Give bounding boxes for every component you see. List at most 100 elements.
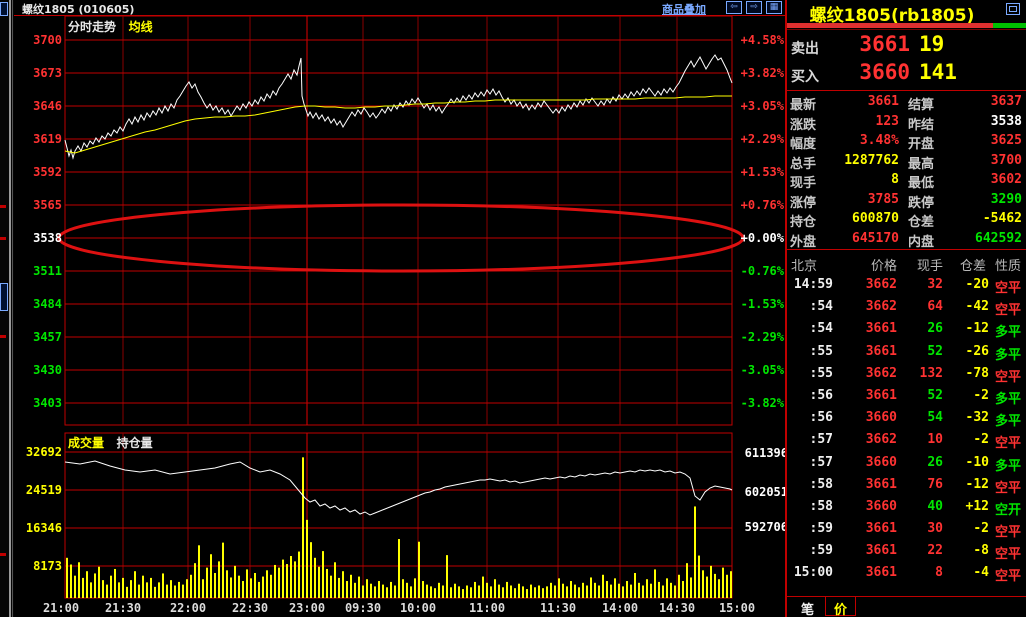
tick-row[interactable]: 15:00 3661 8 -4 空平 bbox=[787, 563, 1026, 585]
tick-row[interactable]: :55 3662 132 -78 空平 bbox=[787, 364, 1026, 386]
volume-bar bbox=[90, 582, 92, 598]
stat-label: 涨跌 bbox=[790, 117, 817, 133]
stat-label: 外盘 bbox=[790, 234, 817, 250]
volume-bar bbox=[258, 581, 260, 598]
volume-bar bbox=[686, 563, 688, 598]
tick-table-header: 北京 价格 现手 仓差 性质 bbox=[787, 253, 1026, 274]
tick-row[interactable]: :56 3660 54 -32 多平 bbox=[787, 408, 1026, 430]
volume-bar bbox=[194, 563, 196, 598]
tab-price[interactable]: 价 bbox=[825, 597, 857, 617]
volume-bar bbox=[122, 577, 124, 598]
tick-row[interactable]: :55 3661 52 -26 多平 bbox=[787, 342, 1026, 364]
tick-time: :55 bbox=[809, 365, 833, 381]
volume-bar bbox=[250, 578, 252, 598]
volume-bar bbox=[526, 589, 528, 598]
stat-label: 开盘 bbox=[908, 137, 935, 152]
stat-value: 3700 bbox=[990, 152, 1022, 168]
tick-price: 3662 bbox=[865, 432, 897, 448]
tick-row[interactable]: :59 3661 22 -8 空平 bbox=[787, 541, 1026, 563]
tick-row[interactable]: :56 3661 52 -2 多平 bbox=[787, 386, 1026, 408]
volume-bar bbox=[214, 572, 216, 598]
tick-row[interactable]: :54 3661 26 -12 多平 bbox=[787, 319, 1026, 341]
volume-bar bbox=[730, 571, 732, 598]
tick-row[interactable]: :58 3660 40 +12 空开 bbox=[787, 497, 1026, 519]
volume-bar bbox=[518, 583, 520, 598]
tick-time: :57 bbox=[809, 432, 833, 448]
tick-row[interactable]: 14:59 3662 32 -20 空平 bbox=[787, 275, 1026, 297]
next-arrow-icon[interactable]: ⇨ bbox=[746, 1, 762, 14]
volume-bar bbox=[654, 569, 656, 598]
tick-nature: 空平 bbox=[995, 281, 1022, 296]
volume-bar bbox=[614, 578, 616, 598]
volume-bar bbox=[302, 457, 304, 598]
volume-bar bbox=[466, 585, 468, 598]
volume-bar bbox=[470, 587, 472, 598]
volume-bar bbox=[266, 570, 268, 598]
col-price: 价格 bbox=[871, 259, 898, 274]
stat-value: 3785 bbox=[867, 191, 899, 207]
tick-nature: 空平 bbox=[995, 303, 1022, 319]
volume-bar bbox=[314, 557, 316, 598]
tick-volume: 52 bbox=[927, 343, 943, 359]
volume-bar bbox=[602, 574, 604, 598]
price-axis-label: 3619 bbox=[33, 132, 62, 146]
volume-bar bbox=[222, 542, 224, 598]
time-axis-label: 09:30 bbox=[344, 601, 382, 615]
volume-bar bbox=[86, 571, 88, 598]
volume-bar bbox=[558, 578, 560, 598]
bid-price: 3660 bbox=[859, 60, 910, 84]
stat-label: 幅度 bbox=[790, 137, 817, 152]
tick-row[interactable]: :57 3660 26 -10 多平 bbox=[787, 453, 1026, 475]
tick-row[interactable]: :58 3661 76 -12 空平 bbox=[787, 475, 1026, 497]
price-axis-label: 3484 bbox=[33, 297, 62, 311]
maximize-icon[interactable] bbox=[1006, 3, 1020, 15]
volume-bar bbox=[182, 584, 184, 598]
tick-oi-change: -42 bbox=[965, 299, 989, 315]
time-axis-label: 11:30 bbox=[539, 601, 577, 615]
volume-chart[interactable] bbox=[14, 426, 785, 600]
volume-bar bbox=[130, 580, 132, 598]
stat-value: 645170 bbox=[852, 230, 899, 246]
tick-row[interactable]: :57 3662 10 -2 空平 bbox=[787, 430, 1026, 452]
col-nature: 性质 bbox=[995, 259, 1022, 274]
volume-bar bbox=[722, 567, 724, 598]
ask-row: 卖出 3661 19 bbox=[787, 32, 1026, 60]
tick-time: 14:59 bbox=[793, 277, 833, 292]
tick-table[interactable]: 14:59 3662 32 -20 空平:54 3662 64 -42 空平:54 3661 26 -… bbox=[787, 275, 1026, 586]
tick-nature: 多平 bbox=[995, 347, 1022, 363]
volume-bar bbox=[462, 589, 464, 598]
tile-windows-icon[interactable]: ▦ bbox=[766, 1, 782, 14]
tick-volume: 32 bbox=[927, 277, 943, 292]
volume-bar bbox=[682, 581, 684, 598]
col-time: 北京 bbox=[791, 259, 818, 274]
prev-arrow-icon[interactable]: ⇦ bbox=[726, 1, 742, 14]
volume-bar bbox=[386, 587, 388, 598]
stat-value: 3661 bbox=[867, 94, 899, 109]
tick-price: 3660 bbox=[865, 410, 897, 426]
volume-bar bbox=[714, 573, 716, 598]
time-axis-label: 21:00 bbox=[42, 601, 80, 615]
volume-bar bbox=[586, 585, 588, 598]
tab-tick[interactable]: 笔 bbox=[801, 603, 815, 617]
stat-value: 8 bbox=[891, 172, 899, 187]
volume-bar bbox=[70, 564, 72, 598]
minute-chart[interactable] bbox=[14, 15, 785, 426]
tick-oi-change: -20 bbox=[965, 277, 989, 292]
col-vol: 现手 bbox=[917, 259, 944, 274]
tick-price: 3662 bbox=[865, 299, 897, 315]
tick-time: :57 bbox=[809, 454, 833, 470]
stat-value: 3637 bbox=[990, 94, 1022, 109]
volume-bar bbox=[666, 578, 668, 598]
overlay-link[interactable]: 商品叠加 bbox=[662, 3, 706, 16]
volume-bar bbox=[282, 559, 284, 598]
volume-bar bbox=[418, 541, 420, 598]
ask-label: 卖出 bbox=[791, 41, 819, 57]
open-interest-label: 持仓量 bbox=[116, 436, 153, 450]
tick-nature: 空平 bbox=[995, 480, 1022, 496]
tick-row[interactable]: :59 3661 30 -2 空平 bbox=[787, 519, 1026, 541]
tick-row[interactable]: :54 3662 64 -42 空平 bbox=[787, 297, 1026, 319]
panel-divider bbox=[785, 0, 787, 617]
volume-bar bbox=[206, 567, 208, 598]
tick-nature: 空平 bbox=[995, 436, 1022, 452]
